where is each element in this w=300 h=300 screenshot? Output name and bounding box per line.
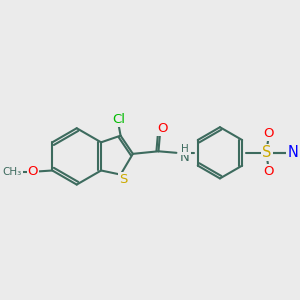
Text: S: S [262,145,272,160]
Text: O: O [157,122,167,135]
Text: N: N [287,145,298,160]
Text: Cl: Cl [112,113,125,126]
Text: S: S [119,173,127,186]
Text: O: O [28,165,38,178]
Text: H: H [181,144,188,154]
Text: N: N [180,151,190,164]
Text: CH₃: CH₃ [3,167,22,176]
Text: O: O [263,165,273,178]
Text: O: O [263,128,273,140]
